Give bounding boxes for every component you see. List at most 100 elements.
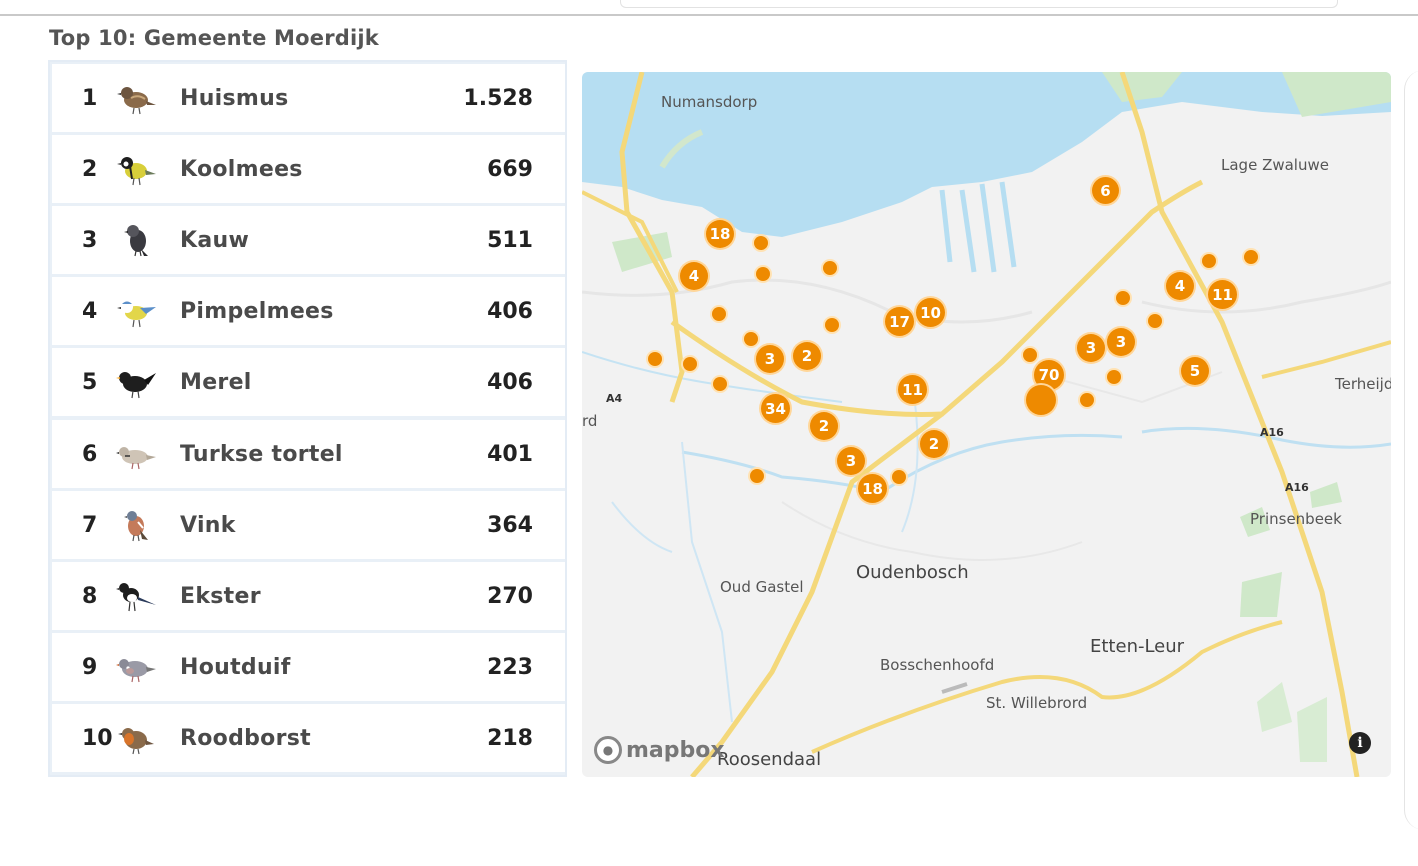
bird-name: Houtduif: [180, 654, 291, 680]
bird-name: Roodborst: [180, 725, 311, 751]
bird-count: 406: [487, 369, 533, 395]
cluster-marker[interactable]: 3: [837, 447, 865, 475]
bird-count: 1.528: [463, 85, 533, 111]
observation-marker-large[interactable]: [1026, 385, 1056, 415]
bird-count: 270: [487, 583, 533, 609]
cluster-marker[interactable]: 3: [1077, 334, 1105, 362]
list-item: 4 Pimpelmees 406: [52, 277, 565, 345]
list-item: 10 Roodborst 218: [52, 704, 565, 772]
blue-tit-icon: [117, 301, 156, 328]
place-bosschenhoofd: Bosschenhoofd: [880, 656, 995, 674]
browser-top-edge: [0, 0, 1418, 16]
place-numansdorp: Numansdorp: [661, 93, 758, 111]
great-tit-icon: [117, 157, 156, 186]
place-etten-leur: Etten-Leur: [1090, 636, 1185, 657]
cluster-marker[interactable]: 3: [756, 345, 784, 373]
mapbox-logo-text: mapbox: [626, 737, 725, 763]
cluster-marker[interactable]: 11: [1208, 280, 1237, 309]
bird-count: 511: [487, 227, 533, 253]
cluster-marker[interactable]: 2: [920, 430, 948, 458]
observation-dot[interactable]: [825, 318, 839, 332]
rank: 10: [82, 725, 113, 751]
list-item: 6 Turkse tortel 401: [52, 420, 565, 488]
list-item: 3 Kauw 511: [52, 206, 565, 274]
list-item: 2 Koolmees 669: [52, 135, 565, 203]
sparrow-icon: [117, 87, 156, 115]
place-rd: rd: [582, 412, 598, 430]
cluster-marker[interactable]: 34: [761, 394, 790, 423]
observation-dot[interactable]: [713, 377, 727, 391]
right-edge-frame: [1404, 70, 1418, 850]
cluster-marker[interactable]: 17: [885, 307, 914, 336]
observation-dot[interactable]: [1116, 291, 1130, 305]
observation-dot[interactable]: [1148, 314, 1162, 328]
observation-dot[interactable]: [744, 332, 758, 346]
rank: 2: [82, 156, 98, 182]
observation-dot[interactable]: [1202, 254, 1216, 268]
wood-pigeon-icon: [116, 659, 156, 683]
place-oudenbosch: Oudenbosch: [856, 562, 969, 583]
bird-name: Turkse tortel: [180, 441, 343, 467]
mapbox-logo[interactable]: ● mapbox: [594, 736, 725, 764]
list-item: 9 Houtduif 223: [52, 633, 565, 701]
observation-dot[interactable]: [1244, 250, 1258, 264]
cluster-marker[interactable]: 2: [810, 412, 838, 440]
top10-list: 1 Huismus 1.528 2 Koolmees 669 3 Kauw 51…: [48, 60, 567, 777]
cluster-marker[interactable]: 3: [1107, 328, 1135, 356]
bird-count: 406: [487, 298, 533, 324]
observation-dot[interactable]: [823, 261, 837, 275]
bird-name: Vink: [180, 512, 236, 538]
list-item: 5 Merel 406: [52, 348, 565, 416]
cluster-marker[interactable]: 11: [898, 375, 927, 404]
bird-count: 218: [487, 725, 533, 751]
observation-dot[interactable]: [750, 469, 764, 483]
observation-dot[interactable]: [683, 357, 697, 371]
rank: 3: [82, 227, 98, 253]
bird-name: Ekster: [180, 583, 261, 609]
list-item: 8 Ekster 270: [52, 562, 565, 630]
bird-count: 401: [487, 441, 533, 467]
cluster-marker[interactable]: 4: [680, 262, 708, 290]
rank: 4: [82, 298, 98, 324]
bird-name: Merel: [180, 369, 252, 395]
top-divider: [0, 14, 1418, 16]
list-item: 1 Huismus 1.528: [52, 64, 565, 132]
right-edge-curve: [1404, 70, 1418, 830]
bird-name: Pimpelmees: [180, 298, 334, 324]
observation-dot[interactable]: [1023, 348, 1037, 362]
observation-dot[interactable]: [648, 352, 662, 366]
rank: 1: [82, 85, 98, 111]
info-icon[interactable]: i: [1349, 732, 1371, 754]
cluster-marker[interactable]: 2: [793, 342, 821, 370]
observation-dot[interactable]: [754, 236, 768, 250]
bird-count: 364: [487, 512, 533, 538]
cluster-marker[interactable]: 6: [1092, 177, 1119, 204]
cluster-marker[interactable]: 18: [858, 474, 887, 503]
place-roosendaal: Roosendaal: [717, 749, 822, 770]
observation-dot[interactable]: [712, 307, 726, 321]
road-label-a16: A16: [1285, 481, 1309, 494]
list-item: 7 Vink 364: [52, 491, 565, 559]
observation-dot[interactable]: [756, 267, 770, 281]
place-terheijden: Terheijd: [1335, 375, 1391, 393]
cluster-marker[interactable]: 18: [706, 220, 734, 248]
bird-count: 223: [487, 654, 533, 680]
cluster-marker[interactable]: 5: [1181, 357, 1209, 385]
place-oud-gastel: Oud Gastel: [720, 578, 804, 596]
bird-name: Huismus: [180, 85, 289, 111]
collared-dove-icon: [116, 447, 156, 470]
cluster-marker[interactable]: 10: [916, 298, 945, 327]
observation-dot[interactable]: [1107, 370, 1121, 384]
chaffinch-icon: [124, 511, 148, 542]
bird-name: Koolmees: [180, 156, 303, 182]
observation-dot[interactable]: [1080, 393, 1094, 407]
observation-map[interactable]: Numansdorp Lage Zwaluwe Terheijd Prinsen…: [582, 72, 1391, 777]
road-label-a16: A16: [1260, 426, 1284, 439]
observation-dot[interactable]: [892, 470, 906, 484]
cluster-marker[interactable]: 4: [1166, 272, 1194, 300]
rank: 5: [82, 369, 98, 395]
place-prinsenbeek: Prinsenbeek: [1250, 510, 1342, 528]
blackbird-icon: [116, 372, 156, 399]
road-label-a4: A4: [606, 392, 623, 405]
bird-count: 669: [487, 156, 533, 182]
